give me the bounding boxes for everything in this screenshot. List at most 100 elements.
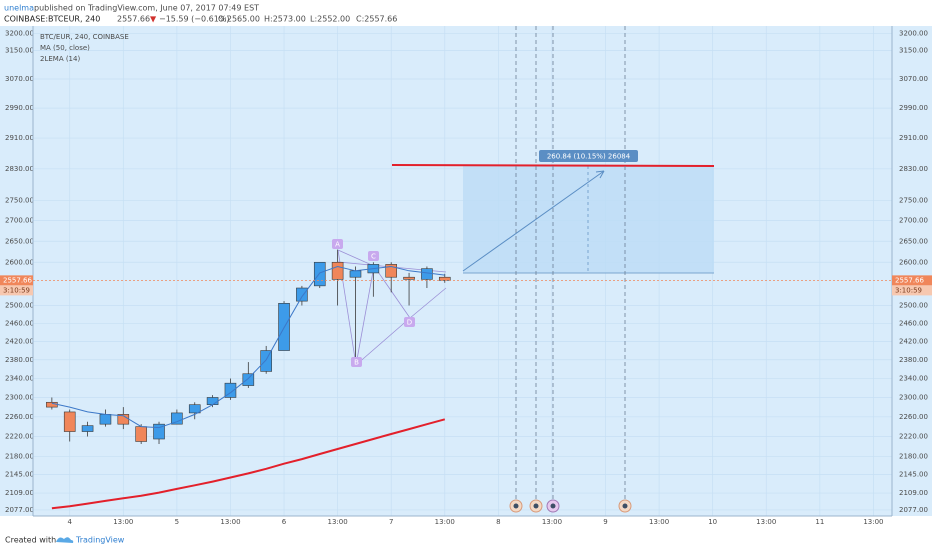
y-tick-label: 2077.00 xyxy=(899,506,928,514)
y-tick-label: 2830.00 xyxy=(899,165,928,173)
x-tick-label: 13:00 xyxy=(863,518,883,526)
y-tick-label: 2650.00 xyxy=(5,237,34,245)
candle-body xyxy=(81,425,94,432)
candle-body xyxy=(260,350,272,372)
candle-body xyxy=(99,414,112,425)
projection-box xyxy=(463,166,714,273)
pattern-label: C xyxy=(371,253,376,261)
event-dot xyxy=(550,503,556,509)
arrow: ▼ xyxy=(150,15,157,24)
candle-body xyxy=(331,261,344,280)
y-tick-label: 3070.00 xyxy=(5,75,34,83)
y-tick-label: 2300.00 xyxy=(899,393,928,401)
footer-brand[interactable]: TradingView xyxy=(75,536,125,545)
candle-body xyxy=(438,276,451,281)
x-tick-label: 13:00 xyxy=(435,518,455,526)
x-tick-label: 11 xyxy=(815,518,824,526)
countdown-label: 3:10:59 xyxy=(3,286,30,294)
high: H:2573.00 xyxy=(264,15,306,24)
y-tick-label: 2109.00 xyxy=(5,489,34,497)
x-tick-label: 6 xyxy=(282,518,287,526)
series-line xyxy=(51,418,446,510)
x-tick-label: 13:00 xyxy=(220,518,240,526)
last-price-label: 2557.66 xyxy=(3,276,32,284)
y-tick-label: 2260.00 xyxy=(5,413,34,421)
y-tick-label: 2600.00 xyxy=(899,258,928,266)
published: published on TradingView.com, June 07, 2… xyxy=(34,4,259,13)
y-tick-label: 2460.00 xyxy=(5,319,34,327)
y-tick-label: 2220.00 xyxy=(899,433,928,441)
pattern-badge xyxy=(332,239,343,249)
candle-body xyxy=(153,423,165,440)
grid xyxy=(33,26,892,516)
legend-entry: 2LEMA (14) xyxy=(40,55,80,63)
right-axis xyxy=(892,26,932,516)
arrow-head xyxy=(595,170,605,179)
y-tick-label: 2700.00 xyxy=(5,217,34,225)
open: O:2565.00 xyxy=(218,15,260,24)
x-tick-label: 13:00 xyxy=(649,518,669,526)
y-tick-label: 2600.00 xyxy=(5,258,34,266)
y-tick-label: 2910.00 xyxy=(5,134,34,142)
y-tick-label: 2300.00 xyxy=(5,393,34,401)
y-tick-label: 2220.00 xyxy=(5,433,34,441)
candle-body xyxy=(403,276,415,280)
event-dot xyxy=(513,503,519,509)
left-axis xyxy=(0,26,33,516)
pattern-badge xyxy=(351,357,362,367)
plot-area xyxy=(33,26,892,516)
projection-label: 260.84 (10.15%) 26084 xyxy=(547,153,631,161)
last-price-badge xyxy=(892,275,932,286)
countdown-badge xyxy=(892,285,932,296)
x-tick-label: 13:00 xyxy=(756,518,776,526)
y-tick-label: 2460.00 xyxy=(899,319,928,327)
y-tick-label: 2340.00 xyxy=(5,374,34,382)
pattern xyxy=(337,249,447,366)
y-tick-label: 2990.00 xyxy=(899,104,928,112)
candle-body xyxy=(224,382,237,398)
y-tick-label: 2750.00 xyxy=(5,196,34,204)
x-tick-label: 9 xyxy=(603,518,607,526)
x-tick-label: 13:00 xyxy=(328,518,348,526)
target-line xyxy=(391,164,715,167)
x-tick-label: 10 xyxy=(708,518,717,526)
y-tick-label: 2180.00 xyxy=(5,453,34,461)
y-tick-label: 2910.00 xyxy=(899,134,928,142)
pattern-line xyxy=(337,249,411,366)
x-tick-label: 5 xyxy=(175,518,179,526)
y-tick-label: 2145.00 xyxy=(899,470,928,478)
candle-body xyxy=(206,397,219,405)
y-tick-label: 2260.00 xyxy=(899,413,928,421)
author[interactable]: unelma xyxy=(4,4,34,13)
y-tick-label: 2500.00 xyxy=(5,302,34,310)
candle-body xyxy=(296,287,308,302)
candle-body xyxy=(188,404,201,414)
y-tick-label: 2650.00 xyxy=(899,237,928,245)
close: C:2557.66 xyxy=(356,15,397,24)
countdown-badge xyxy=(0,285,33,296)
x-tick-label: 7 xyxy=(389,518,393,526)
y-tick-label: 2380.00 xyxy=(5,356,34,364)
candle-body xyxy=(421,268,433,280)
pattern-label: D xyxy=(407,319,412,327)
x-tick-label: 4 xyxy=(67,518,72,526)
y-tick-label: 2109.00 xyxy=(899,489,928,497)
last-price-label: 2557.66 xyxy=(895,276,924,284)
last: 2557.66 xyxy=(117,15,150,24)
pattern-badge xyxy=(404,317,415,327)
pattern-label: A xyxy=(335,241,340,249)
y-tick-label: 2990.00 xyxy=(5,104,34,112)
candle-body xyxy=(313,261,326,287)
candle-body xyxy=(242,373,255,386)
footer-created: Created with xyxy=(5,536,56,545)
countdown-label: 3:10:59 xyxy=(895,286,922,294)
y-tick-label: 2180.00 xyxy=(899,453,928,461)
y-tick-label: 2145.00 xyxy=(5,470,34,478)
event-icons xyxy=(509,499,632,513)
y-tick-label: 2700.00 xyxy=(899,217,928,225)
last-price-badge xyxy=(0,275,33,286)
candle-body xyxy=(46,401,58,408)
x-tick-label: 13:00 xyxy=(542,518,562,526)
y-tick-label: 2830.00 xyxy=(5,165,34,173)
